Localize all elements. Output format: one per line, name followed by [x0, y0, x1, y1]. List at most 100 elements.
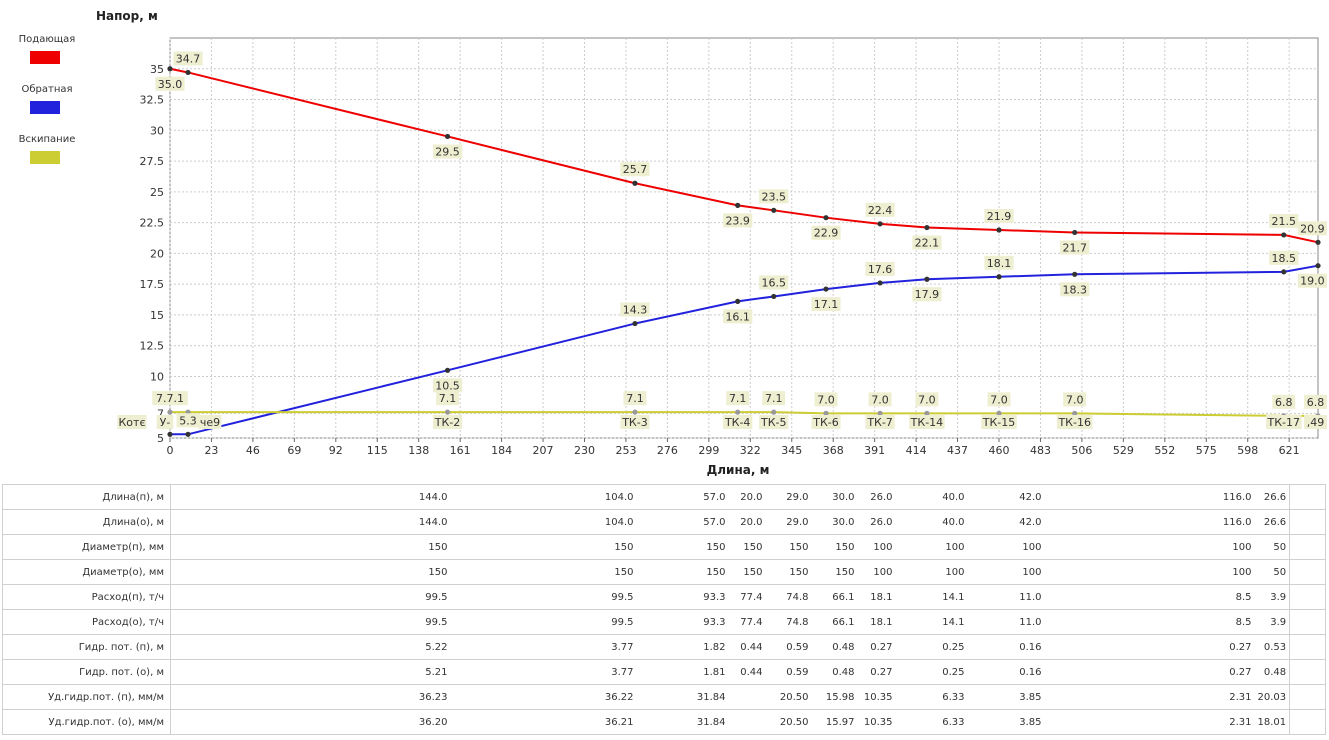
table-cell: 1.82 — [636, 634, 729, 660]
table-cell: 150 — [450, 534, 637, 560]
data-point — [185, 431, 191, 437]
table-cell: 14.1 — [895, 609, 968, 635]
table-cell: 0.44 — [728, 634, 766, 660]
data-point — [1281, 232, 1287, 238]
node-label: ТК-15 — [982, 416, 1016, 429]
table-cell: 26.6 — [1254, 484, 1291, 510]
data-point — [823, 286, 829, 292]
table-cell: 18.1 — [857, 584, 896, 610]
table-cell: 20.0 — [728, 484, 766, 510]
data-point — [735, 409, 741, 415]
table-cell: 116.0 — [1044, 484, 1255, 510]
table-cell-empty — [1289, 584, 1327, 610]
x-tick-label: 276 — [657, 444, 678, 457]
x-tick-label: 506 — [1071, 444, 1092, 457]
table-cell: 0.48 — [1254, 659, 1291, 685]
data-point — [877, 280, 883, 286]
row-header: Длина(о), м — [2, 509, 171, 535]
grid — [169, 38, 1318, 439]
data-label-bg — [623, 391, 647, 406]
y-tick-label: 27.5 — [140, 155, 165, 168]
data-label: 34.7 — [176, 52, 201, 65]
table-cell: 150 — [170, 534, 451, 560]
node-label: ТК-6 — [812, 416, 839, 429]
table-cell: 66.1 — [811, 609, 858, 635]
table-cell: 3.85 — [967, 709, 1045, 735]
table-cell-empty — [1289, 484, 1327, 510]
table-cell: 26.0 — [857, 484, 896, 510]
data-point — [735, 202, 741, 208]
table-cell: 150 — [811, 559, 858, 585]
node-label: ТК-14 — [910, 416, 944, 429]
table-cell: 5.22 — [170, 634, 451, 660]
data-label-bg — [912, 287, 942, 302]
row-header: Расход(п), т/ч — [2, 584, 171, 610]
table-cell: 42.0 — [967, 509, 1045, 535]
data-point — [735, 298, 741, 304]
data-label-bg — [811, 297, 841, 312]
data-label-bg — [1060, 282, 1090, 297]
x-tick-label: 46 — [246, 444, 260, 457]
table-cell: 150 — [636, 559, 729, 585]
table-cell: 93.3 — [636, 584, 729, 610]
table-cell-empty — [1289, 509, 1327, 535]
table-cell: 20.0 — [728, 509, 766, 535]
y-tick-label: 25 — [150, 186, 164, 199]
legend-item-supply[interactable]: Подающая — [8, 34, 86, 84]
data-label: 7.0 — [817, 393, 835, 406]
table-cell: 30.0 — [811, 509, 858, 535]
table-cell: 100 — [1044, 534, 1255, 560]
data-point — [996, 274, 1002, 280]
node-label: ТК-2 — [434, 416, 461, 429]
table-cell: 150 — [765, 559, 812, 585]
data-label: 7.1 — [626, 392, 644, 405]
y-tick-label: 15 — [150, 309, 164, 322]
legend-swatch-supply — [30, 51, 60, 64]
table-row: Расход(п), т/ч 99.5 99.5 93.3 77.4 74.8 66.1 18… — [2, 584, 1327, 610]
axes: 5 7 10 12.5 15 17.5 20 22.5 25 27.5 30 32.5 35 0 23 46 6… — [140, 63, 1300, 457]
table-cell: 0.27 — [1044, 634, 1255, 660]
data-label-bg — [726, 391, 750, 406]
table-cell: 10.35 — [857, 684, 896, 710]
x-tick-label: 115 — [367, 444, 388, 457]
y-tick-label: 12.5 — [140, 340, 165, 353]
data-point — [924, 410, 930, 416]
table-cell: 1.81 — [636, 659, 729, 685]
x-tick-label: 253 — [615, 444, 636, 457]
data-point — [444, 367, 451, 373]
y-tick-label: 5 — [157, 432, 164, 445]
data-point — [877, 410, 883, 416]
table-cell: 40.0 — [895, 509, 968, 535]
x-tick-label: 437 — [947, 444, 968, 457]
table-cell: 104.0 — [450, 509, 637, 535]
table-cell: 77.4 — [728, 609, 766, 635]
table-row: Уд.гидр.пот. (о), мм/м 36.20 36.21 31.84 20.… — [2, 709, 1327, 735]
data-label: 7.0 — [918, 393, 936, 406]
legend-item-boiling[interactable]: Вскипание — [8, 134, 86, 184]
table-row: Длина(о), м 144.0 104.0 57.0 20.0 29.0 30.0 26.… — [2, 509, 1327, 535]
x-tick-label: 460 — [989, 444, 1010, 457]
data-point — [823, 410, 829, 416]
y-tick-label: 7 — [157, 407, 164, 420]
x-tick-label: 184 — [491, 444, 512, 457]
table-cell: 144.0 — [170, 484, 451, 510]
y-tick-label: 32.5 — [140, 94, 165, 107]
data-label-bg — [814, 392, 838, 407]
data-label: 22.9 — [814, 227, 839, 240]
data-label-bg — [868, 392, 892, 407]
x-tick-label: 414 — [906, 444, 927, 457]
data-label: 14.3 — [623, 304, 648, 317]
legend-item-return[interactable]: Обратная — [8, 84, 86, 134]
data-point — [444, 133, 451, 140]
node-label: Котє — [119, 416, 146, 429]
data-point — [167, 431, 173, 437]
data-point — [771, 293, 777, 300]
data-label-bg — [620, 162, 650, 177]
data-label: 7.0 — [871, 393, 889, 406]
data-point — [632, 409, 638, 415]
node-label-bg — [981, 415, 1017, 429]
table-cell: 30.0 — [811, 484, 858, 510]
table-row: Диаметр(о), мм 150 150 150 150 150 150 100 100 10… — [2, 559, 1327, 585]
table-cell: 0.44 — [728, 659, 766, 685]
data-label: 10.5 — [435, 379, 460, 392]
